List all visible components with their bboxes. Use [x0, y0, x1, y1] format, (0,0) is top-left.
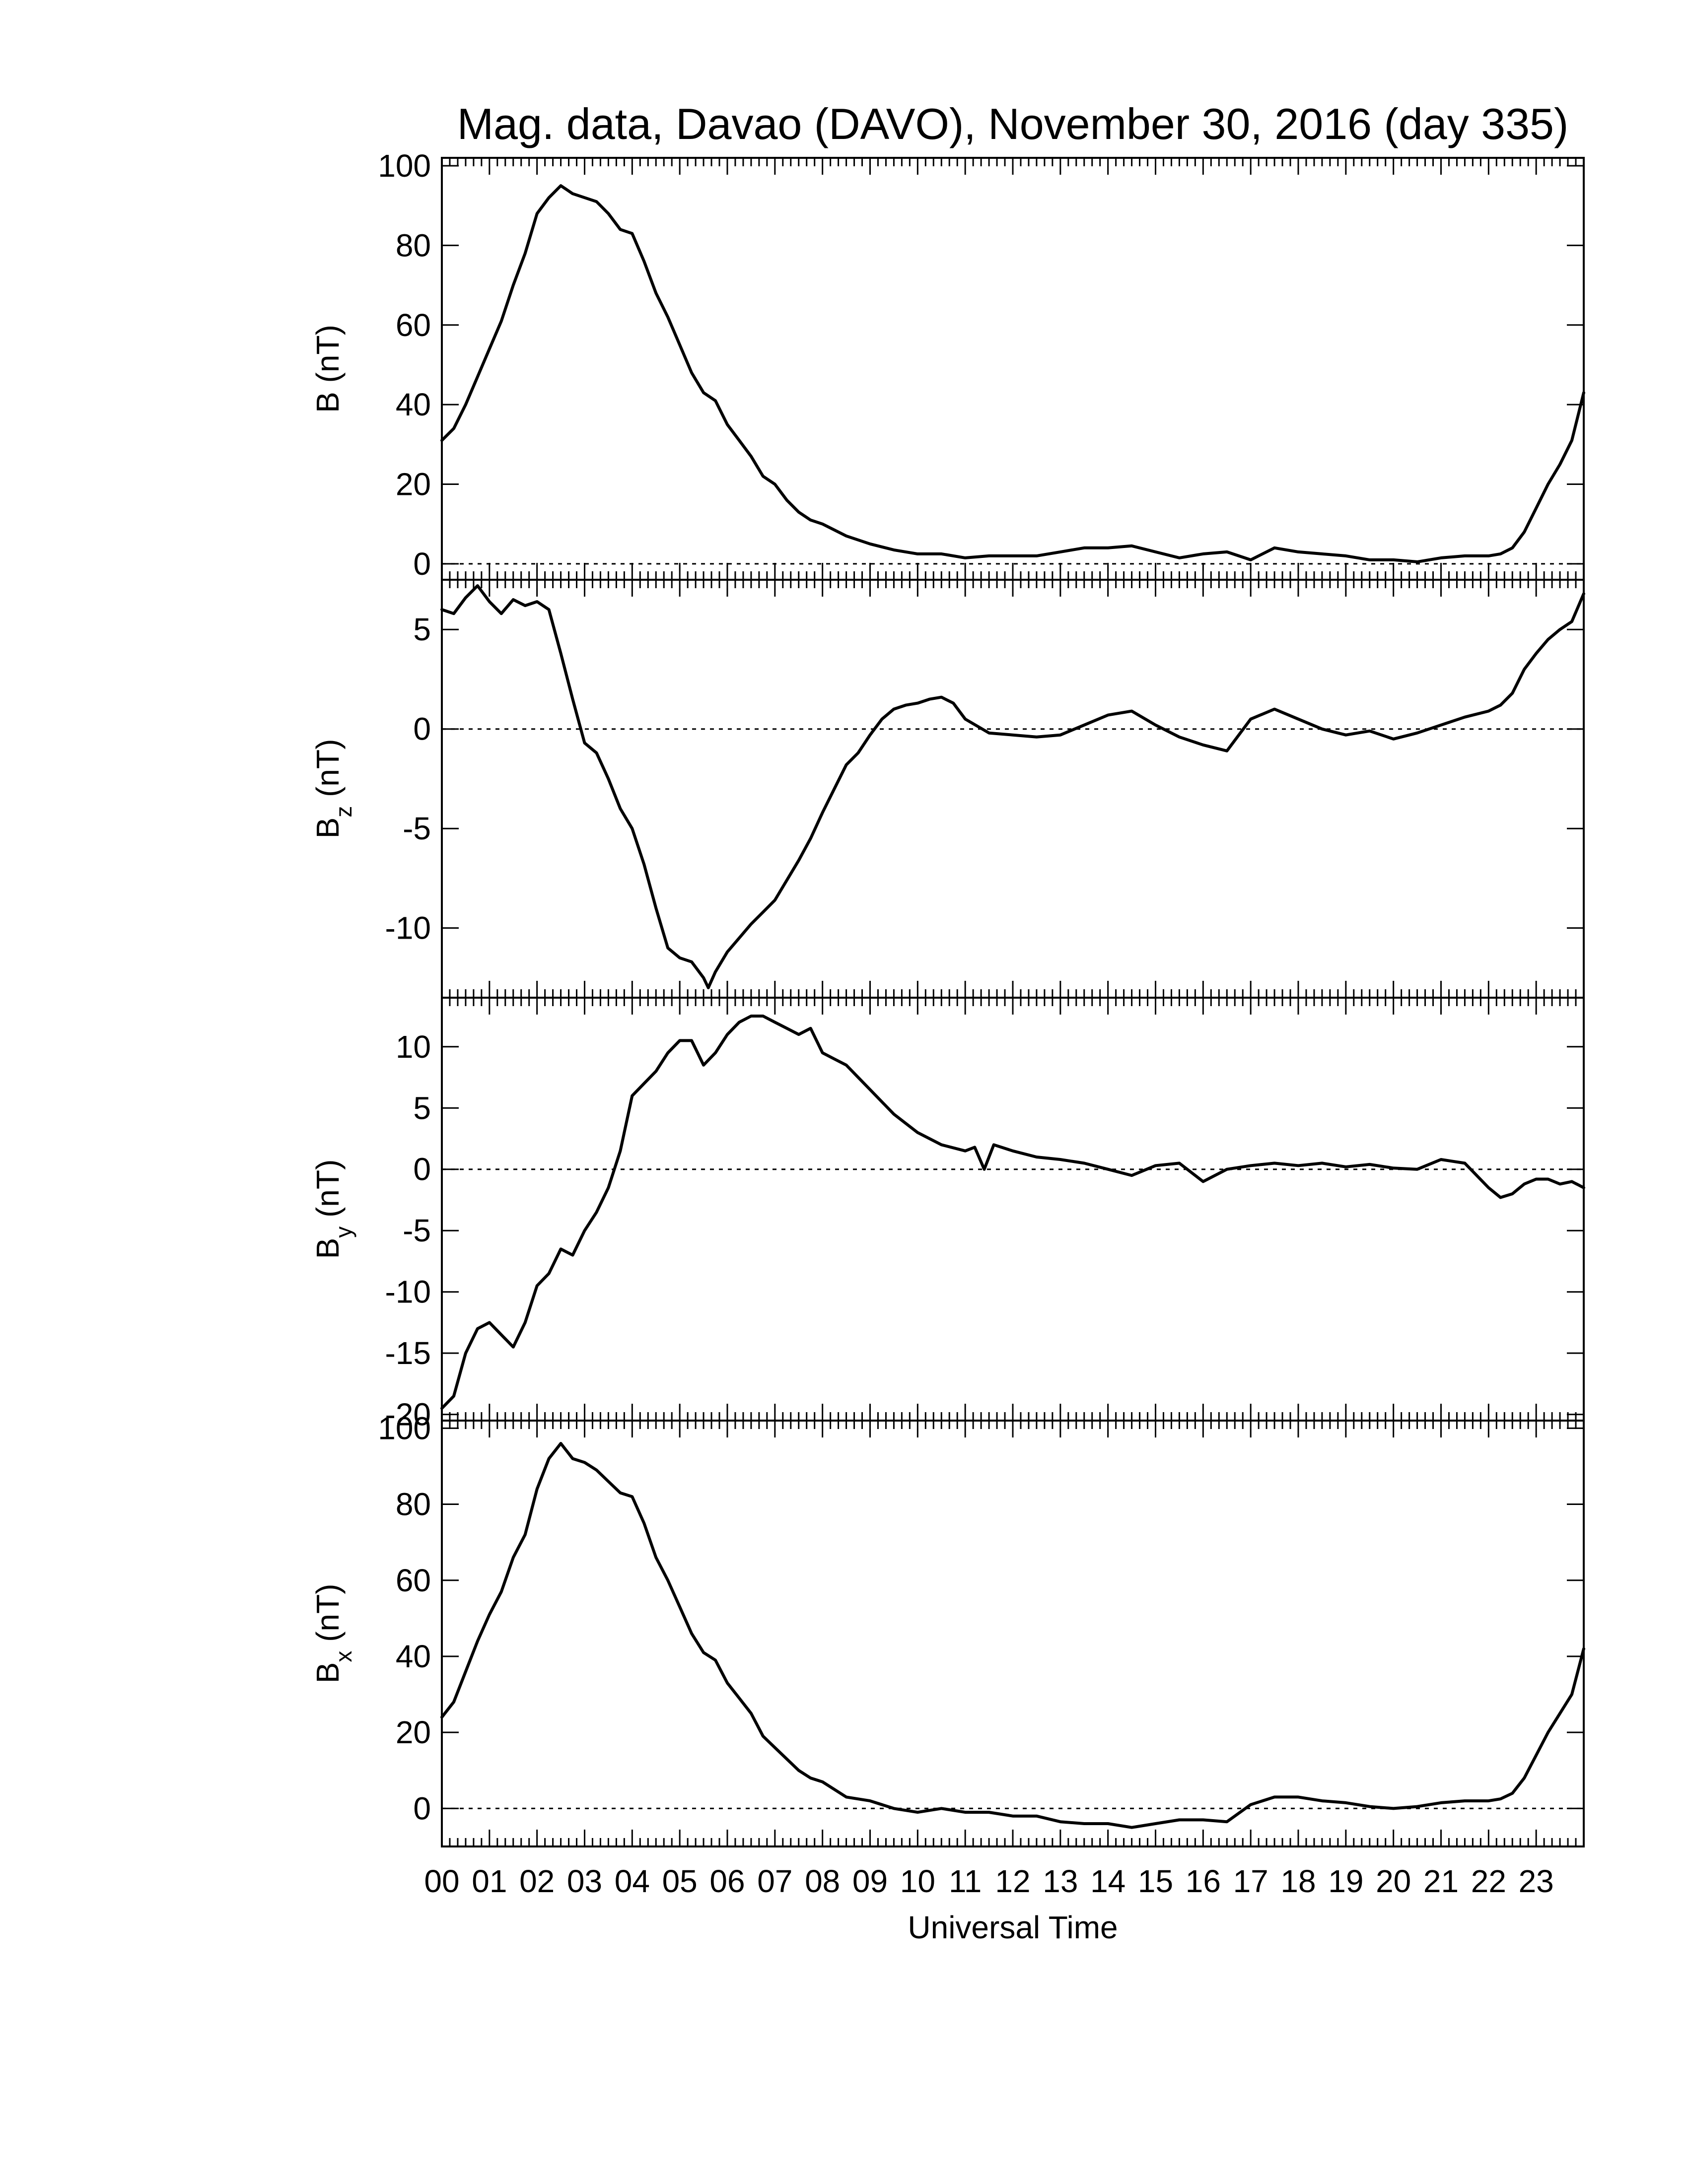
y-tick-label: 40: [396, 1638, 431, 1674]
y-axis-label-subscript: y: [331, 1227, 356, 1238]
y-tick-label: 20: [396, 1714, 431, 1750]
x-tick-label: 06: [709, 1863, 745, 1899]
y-tick-label: 80: [396, 1487, 431, 1522]
x-tick-label: 19: [1328, 1863, 1363, 1899]
y-tick-label: -5: [403, 811, 431, 846]
x-tick-label: 05: [662, 1863, 698, 1899]
x-axis: 00 01 02 03 04 05 06 07 08 09 10 11 12 13 14 15 16 17 18 19…: [424, 1863, 1553, 1899]
panel-4: 0 20 40 60 80 100 Bx (nT): [310, 1410, 1585, 1847]
y-tick-label: -20: [385, 1397, 431, 1433]
chart-title: Mag. data, Davao (DAVO), November 30, 20…: [457, 99, 1569, 148]
y-tick-label: -10: [385, 1274, 431, 1310]
x-tick-label: 17: [1233, 1863, 1268, 1899]
y-axis-label-main: B: [310, 1238, 346, 1259]
series-line: [440, 184, 1585, 563]
x-tick-label: 01: [472, 1863, 507, 1899]
y-axis-label: Bz (nT): [310, 739, 356, 839]
panel-1: 0 20 40 60 80 100 B (nT): [310, 148, 1585, 582]
y-tick-label: 80: [396, 227, 431, 263]
y-tick-label: 20: [396, 467, 431, 502]
x-tick-label: 09: [852, 1863, 888, 1899]
y-tick-label: 5: [413, 1090, 431, 1126]
y-tick-label: 100: [378, 1410, 431, 1446]
x-tick-label: 12: [995, 1863, 1030, 1899]
y-tick-label: 0: [413, 546, 431, 582]
y-axis-label-main: B: [310, 392, 346, 413]
x-tick-label: 11: [949, 1863, 982, 1899]
y-axis-label-unit: (nT): [310, 1584, 346, 1651]
panel-2: -10 -5 0 5 Bz (nT): [310, 579, 1585, 999]
x-tick-label: 07: [757, 1863, 792, 1899]
x-tick-label: 02: [519, 1863, 555, 1899]
series-line: [440, 584, 1585, 989]
panel-3: -20 -15 -10 -5 0 5 10 By (nT): [310, 997, 1585, 1433]
y-tick-label: 60: [396, 1563, 431, 1598]
y-axis-label-subscript: z: [331, 806, 356, 818]
y-tick-label: 100: [378, 148, 431, 184]
y-axis-label-subscript: x: [331, 1651, 356, 1662]
x-tick-label: 18: [1280, 1863, 1316, 1899]
y-tick-label: -10: [385, 910, 431, 946]
y-tick-label: 0: [413, 1152, 431, 1187]
y-axis-label: B (nT): [310, 325, 346, 413]
y-tick-label: -15: [385, 1335, 431, 1371]
y-axis-label: Bx (nT): [310, 1584, 356, 1684]
x-tick-label: 03: [567, 1863, 602, 1899]
x-tick-label: 16: [1186, 1863, 1221, 1899]
y-tick-label: 60: [396, 307, 431, 343]
x-tick-label: 10: [900, 1863, 935, 1899]
x-tick-label: 08: [805, 1863, 840, 1899]
y-tick-label: 0: [413, 711, 431, 747]
x-tick-label: 22: [1471, 1863, 1506, 1899]
y-axis-label: By (nT): [310, 1160, 356, 1259]
series-line: [440, 1442, 1585, 1829]
y-axis-label-unit: (nT): [310, 1160, 346, 1227]
x-tick-label: 21: [1423, 1863, 1459, 1899]
x-tick-label: 13: [1043, 1863, 1078, 1899]
panel-frame: [441, 997, 1585, 1422]
x-tick-label: 23: [1519, 1863, 1554, 1899]
y-tick-label: 10: [396, 1029, 431, 1065]
x-tick-label: 15: [1138, 1863, 1173, 1899]
y-tick-label: 40: [396, 387, 431, 422]
y-axis-label-main: B: [310, 818, 346, 839]
x-tick-label: 04: [615, 1863, 650, 1899]
x-tick-label: 14: [1090, 1863, 1125, 1899]
x-tick-label: 00: [424, 1863, 459, 1899]
x-axis-label: Universal Time: [908, 1910, 1118, 1945]
series-line: [440, 1015, 1585, 1410]
y-tick-label: 5: [413, 612, 431, 647]
y-tick-label: 0: [413, 1790, 431, 1826]
y-tick-label: -5: [403, 1213, 431, 1248]
x-tick-label: 20: [1376, 1863, 1411, 1899]
y-axis-label-main: B: [310, 1662, 346, 1684]
y-axis-label-unit: (nT): [310, 325, 346, 392]
y-axis-label-unit: (nT): [310, 739, 346, 806]
